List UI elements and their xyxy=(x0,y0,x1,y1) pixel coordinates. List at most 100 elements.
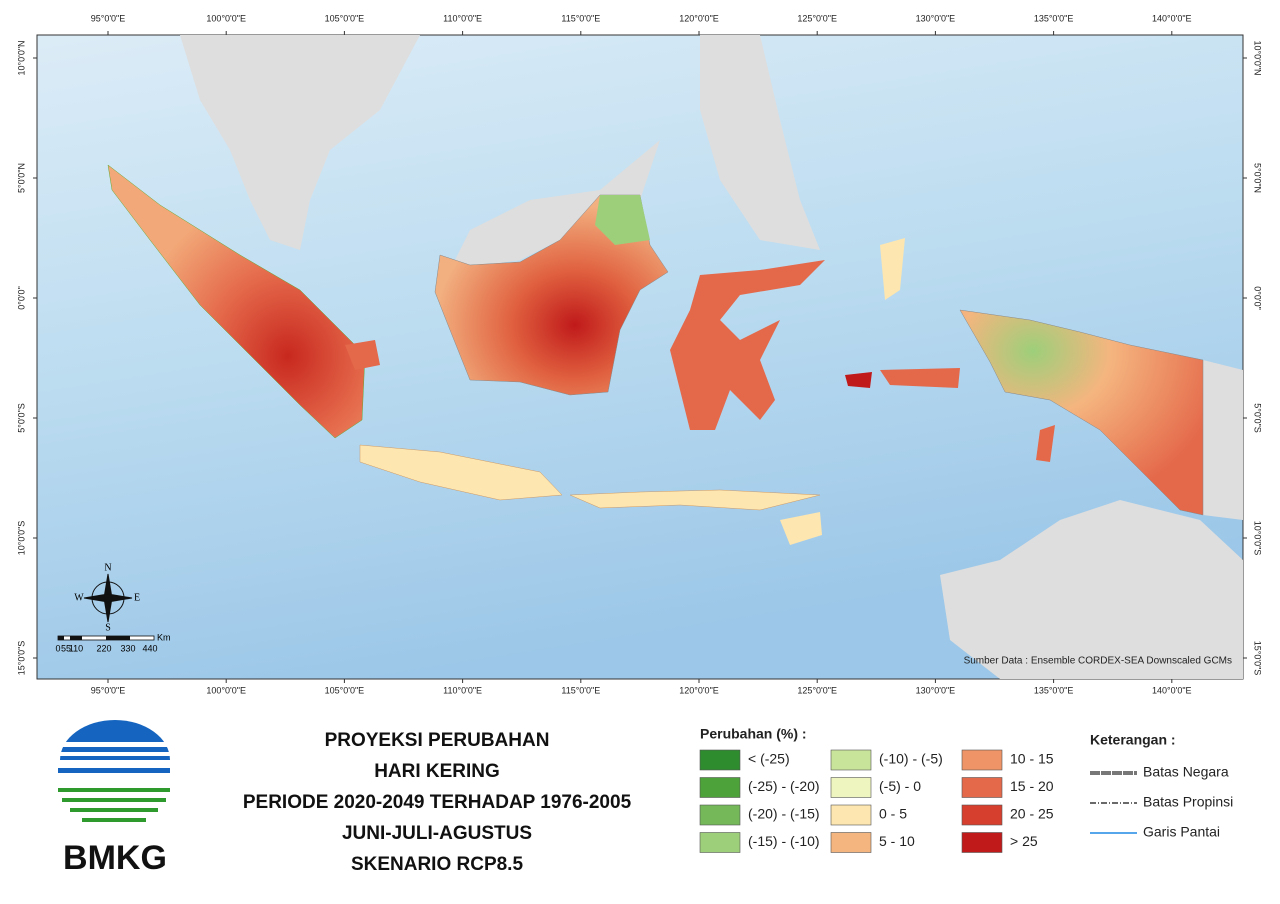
title-line: HARI KERING xyxy=(374,761,500,782)
legend-label: 10 - 15 xyxy=(1010,751,1054,767)
bangka xyxy=(345,340,380,370)
seram xyxy=(880,368,960,388)
legend-swatch xyxy=(699,804,741,826)
lon-label: 135°0'0"E xyxy=(1034,13,1074,23)
legend-swatch xyxy=(699,749,741,771)
logo-stripe xyxy=(58,788,170,792)
lon-label: 115°0'0"E xyxy=(561,13,600,23)
graticule-labels: 95°0'0"E 95°0'0"E 100°0'0"E 100°0'0"E 105°0'… xyxy=(16,13,1262,695)
legend-swatch xyxy=(830,832,872,853)
scale-bar xyxy=(57,635,155,641)
logo-stripe xyxy=(55,752,175,756)
lon-label: 115°0'0"E xyxy=(561,685,600,695)
legend-label: 5 - 10 xyxy=(879,833,915,849)
lon-label: 110°0'0"E xyxy=(443,685,482,695)
legend-swatch xyxy=(830,804,872,826)
scale-seg xyxy=(70,636,82,640)
lon-label: 140°0'0"E xyxy=(1152,685,1192,695)
scale-label: 330 xyxy=(120,643,135,653)
legend-swatch xyxy=(830,749,872,771)
lon-label: 100°0'0"E xyxy=(206,685,246,695)
logo-text: BMKG xyxy=(63,839,167,877)
scale-seg xyxy=(106,636,130,640)
lon-label: 125°0'0"E xyxy=(797,13,837,23)
keterangan-title: Keterangan : xyxy=(1090,732,1176,748)
lat-label: 5°0'0"S xyxy=(16,403,26,433)
buru xyxy=(845,372,872,388)
logo-stripe xyxy=(82,818,146,822)
lat-label: 10°0'0"N xyxy=(16,40,26,75)
lon-label: 140°0'0"E xyxy=(1152,13,1192,23)
compass-n: N xyxy=(104,562,111,573)
lon-label: 130°0'0"E xyxy=(916,13,956,23)
lat-label: 0°0'0" xyxy=(1253,286,1263,310)
legend-label: 15 - 20 xyxy=(1010,778,1054,794)
title-line: SKENARIO RCP8.5 xyxy=(351,854,524,875)
logo-stripe xyxy=(55,742,175,747)
title-line: PERIODE 2020-2049 TERHADAP 1976-2005 xyxy=(243,792,632,813)
title-line: JUNI-JULI-AGUSTUS xyxy=(342,823,532,844)
legend-label: < (-25) xyxy=(748,751,790,767)
keterangan-label: Garis Pantai xyxy=(1143,824,1220,840)
land xyxy=(107,35,1243,679)
philippines xyxy=(700,35,820,250)
compass xyxy=(83,573,133,623)
lat-label: 15°0'0"S xyxy=(1253,641,1263,676)
lon-label: 130°0'0"E xyxy=(916,685,956,695)
java xyxy=(359,444,563,501)
lat-label: 5°0'0"N xyxy=(1253,163,1263,193)
logo-stripe xyxy=(70,808,158,812)
compass-s: S xyxy=(105,622,111,633)
legend-swatch xyxy=(699,832,741,853)
logo-stripe xyxy=(62,798,166,802)
scale-label: 55 xyxy=(61,643,71,653)
borneo-green xyxy=(595,195,650,245)
keterangan: Batas Negara Batas Propinsi Garis Pantai xyxy=(1090,764,1233,840)
legend-label: (-15) - (-10) xyxy=(748,833,820,849)
scale-label: 440 xyxy=(142,643,157,653)
png xyxy=(1203,360,1243,520)
legend-swatch xyxy=(961,749,1003,771)
lat-label: 5°0'0"N xyxy=(16,163,26,193)
logo-blue xyxy=(60,720,170,760)
legend-label: > 25 xyxy=(1010,833,1038,849)
lat-label: 10°0'0"N xyxy=(1253,40,1263,75)
lon-label: 95°0'0"E xyxy=(91,13,126,23)
keterangan-label: Batas Propinsi xyxy=(1143,794,1233,810)
compass-w: W xyxy=(74,592,84,603)
lon-label: 135°0'0"E xyxy=(1034,685,1074,695)
legend-swatch xyxy=(961,832,1003,853)
lon-label: 120°0'0"E xyxy=(679,13,719,23)
legend-swatch xyxy=(699,777,741,798)
aru xyxy=(1036,425,1055,462)
legend-swatch xyxy=(961,804,1003,826)
lon-label: 100°0'0"E xyxy=(206,13,246,23)
scale-seg xyxy=(58,636,64,640)
sulawesi xyxy=(670,260,825,430)
lat-label: 0°0'0" xyxy=(16,286,26,310)
lon-label: 110°0'0"E xyxy=(443,13,482,23)
lon-label: 125°0'0"E xyxy=(797,685,837,695)
lat-label: 15°0'0"S xyxy=(16,641,26,676)
lat-label: 10°0'0"S xyxy=(16,521,26,556)
scale-label: 0 xyxy=(55,643,60,653)
source-note: Sumber Data : Ensemble CORDEX-SEA Downsc… xyxy=(964,656,1232,667)
mainland-asia xyxy=(180,35,420,250)
legend-swatch xyxy=(830,777,872,798)
australia xyxy=(940,500,1243,679)
logo-stripe xyxy=(58,768,170,773)
lon-label: 120°0'0"E xyxy=(679,685,719,695)
papua xyxy=(959,309,1204,516)
lon-label: 95°0'0"E xyxy=(91,685,126,695)
lat-label: 10°0'0"S xyxy=(1253,521,1263,556)
sumatra xyxy=(107,164,366,439)
legend: < (-25) (-25) - (-20) (-20) - (-15) (-15) -… xyxy=(699,749,1054,853)
borneo xyxy=(434,194,669,396)
title-line: PROYEKSI PERUBAHAN xyxy=(325,730,550,751)
borneo-north xyxy=(450,140,660,270)
legend-label: (-25) - (-20) xyxy=(748,778,820,794)
lon-label: 105°0'0"E xyxy=(325,685,365,695)
timor xyxy=(780,512,822,545)
